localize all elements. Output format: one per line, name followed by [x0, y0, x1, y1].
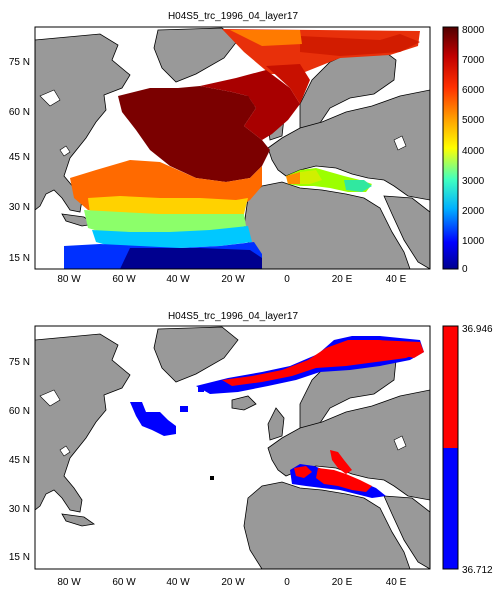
top-land-details: [39, 89, 407, 157]
tick-label: 20 W: [221, 274, 245, 285]
bottom-colorbar: 36.946 36.712: [442, 324, 493, 576]
tick-label: 60 N: [9, 406, 30, 417]
colorbar-label: 4000: [462, 146, 485, 157]
bottom-land: [35, 326, 430, 569]
tick-label: 20 W: [221, 577, 245, 588]
colorbar-label: 2000: [462, 206, 485, 217]
tick-label: 40 E: [386, 577, 407, 588]
bottom-map-frame: [34, 325, 431, 570]
top-map: [34, 26, 431, 270]
tick-label: 75 N: [9, 357, 30, 368]
tick-label: 45 N: [9, 455, 30, 466]
bottom-map: [34, 325, 431, 570]
top-lon-ticks: 80 W 60 W 40 W 20 W 0 20 E 40 E: [57, 274, 406, 285]
tick-label: 20 E: [332, 274, 353, 285]
bottom-data-field: [130, 336, 424, 498]
tick-label: 20 E: [332, 577, 353, 588]
colorbar-label: 3000: [462, 176, 485, 187]
tick-label: 30 N: [9, 202, 30, 213]
colorbar-label: 36.946: [462, 324, 493, 335]
top-map-title: H04S5_trc_1996_04_layer17: [168, 11, 299, 22]
tick-label: 60 W: [112, 274, 136, 285]
colorbar-label: 5000: [462, 115, 485, 126]
tick-label: 15 N: [9, 552, 30, 563]
tick-label: 0: [284, 274, 290, 285]
colorbar-red-class: [443, 326, 458, 448]
tick-label: 75 N: [9, 57, 30, 68]
colorbar-label: 7000: [462, 55, 485, 66]
top-lat-ticks: 15 N 30 N 45 N 60 N 75 N: [9, 57, 30, 264]
top-map-frame: [34, 26, 431, 270]
tick-label: 80 W: [57, 577, 81, 588]
tick-label: 15 N: [9, 253, 30, 264]
bottom-lon-ticks: 80 W 60 W 40 W 20 W 0 20 E 40 E: [57, 577, 406, 588]
tick-label: 40 W: [166, 577, 190, 588]
bottom-lat-ticks: 15 N 30 N 45 N 60 N 75 N: [9, 357, 30, 563]
colorbar-label: 6000: [462, 85, 485, 96]
colorbar-blue-class: [443, 448, 458, 569]
tick-label: 80 W: [57, 274, 81, 285]
tick-label: 40 E: [386, 274, 407, 285]
tick-label: 0: [284, 577, 290, 588]
bottom-land-details: [39, 389, 407, 457]
colorbar-label: 8000: [462, 25, 485, 36]
bottom-map-title: H04S5_trc_1996_04_layer17: [168, 311, 299, 322]
tick-label: 30 N: [9, 504, 30, 515]
tick-label: 45 N: [9, 152, 30, 163]
top-data-field: [64, 29, 420, 269]
tick-label: 60 N: [9, 107, 30, 118]
tick-label: 60 W: [112, 577, 136, 588]
top-colorbar: 0 1000 2000 3000 4000 5000 6000 7000 800…: [442, 25, 485, 275]
colorbar-label: 0: [462, 264, 468, 275]
colorbar-label: 36.712: [462, 565, 493, 576]
top-land: [35, 27, 430, 269]
tick-label: 40 W: [166, 274, 190, 285]
colorbar-label: 1000: [462, 236, 485, 247]
